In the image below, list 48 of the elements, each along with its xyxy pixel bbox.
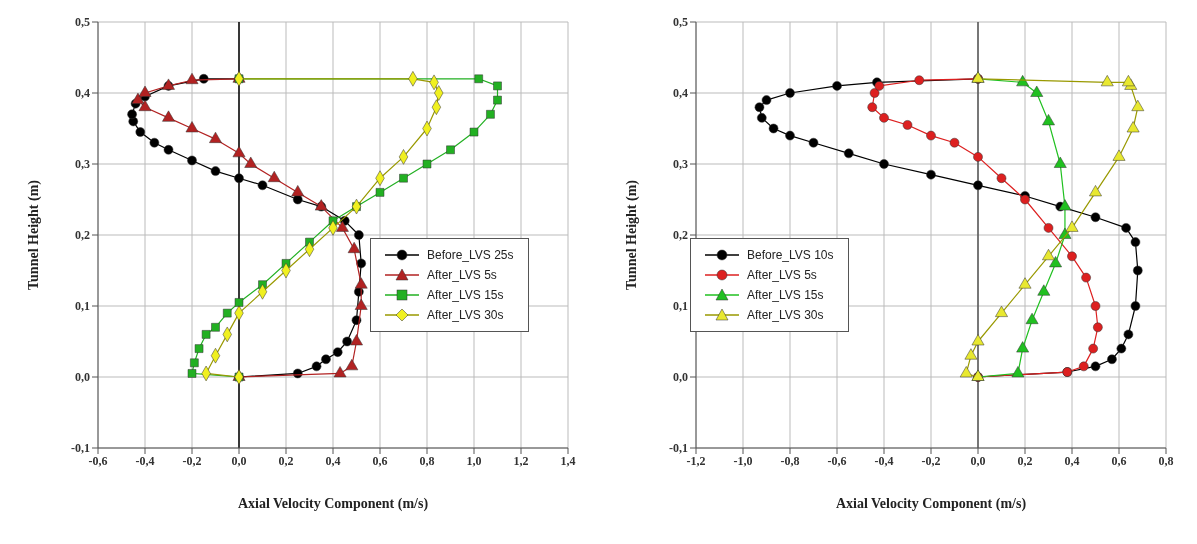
y-tick-label: 0,2 (75, 228, 90, 243)
y-tick-label: 0,0 (673, 370, 688, 385)
legend-label: After_LVS 15s (747, 288, 824, 302)
x-tick-label: -0,2 (182, 453, 202, 468)
x-tick-label: -1,2 (686, 453, 706, 468)
x-tick-label: 0,8 (419, 453, 435, 468)
y-tick-label: 0,1 (673, 299, 688, 314)
y-axis-title: Tunnel Height (m) (25, 179, 42, 290)
x-tick-label: 1,4 (560, 453, 576, 468)
y-tick-label: -0,1 (669, 441, 688, 456)
y-tick-label: 0,5 (75, 15, 90, 30)
legend-label: Before_LVS 10s (747, 248, 834, 262)
x-axis-title: Axial Velocity Component (m/s) (835, 496, 1027, 512)
y-tick-label: 0,5 (673, 15, 688, 30)
x-tick-label: -0,4 (874, 453, 894, 468)
y-tick-label: 0,4 (673, 86, 688, 101)
x-tick-label: 0,8 (1158, 453, 1174, 468)
y-tick-label: 0,3 (673, 157, 688, 172)
x-tick-label: 0,2 (1017, 453, 1033, 468)
x-tick-label: -0,2 (921, 453, 941, 468)
legend-label: After_LVS 30s (427, 308, 504, 322)
x-tick-label: 0,4 (1064, 453, 1080, 468)
x-tick-label: 0,0 (970, 453, 986, 468)
legend-label: After_LVS 5s (427, 268, 497, 282)
x-tick-label: 0,6 (1111, 453, 1127, 468)
legend-label: After_LVS 30s (747, 308, 824, 322)
y-tick-label: 0,0 (75, 370, 90, 385)
x-tick-label: 0,4 (325, 453, 341, 468)
x-tick-label: 1,0 (466, 453, 482, 468)
x-tick-label: 0,6 (372, 453, 388, 468)
x-axis-title: Axial Velocity Component (m/s) (237, 496, 429, 512)
x-tick-label: 1,2 (513, 453, 529, 468)
legend-label: Before_LVS 25s (427, 248, 514, 262)
x-tick-label: -0,6 (827, 453, 847, 468)
x-tick-label: 0,2 (278, 453, 294, 468)
y-tick-label: -0,1 (71, 441, 90, 456)
y-tick-label: 0,1 (75, 299, 90, 314)
x-tick-label: -0,4 (135, 453, 155, 468)
legend-label: After_LVS 15s (427, 288, 504, 302)
y-tick-label: 0,3 (75, 157, 90, 172)
x-tick-label: -0,8 (780, 453, 800, 468)
x-tick-label: 0,0 (231, 453, 247, 468)
x-tick-label: -0,6 (88, 453, 108, 468)
y-tick-label: 0,2 (673, 228, 688, 243)
x-tick-label: -1,0 (733, 453, 753, 468)
y-axis-title: Tunnel Height (m) (623, 179, 640, 290)
legend-label: After_LVS 5s (747, 268, 817, 282)
y-tick-label: 0,4 (75, 86, 90, 101)
